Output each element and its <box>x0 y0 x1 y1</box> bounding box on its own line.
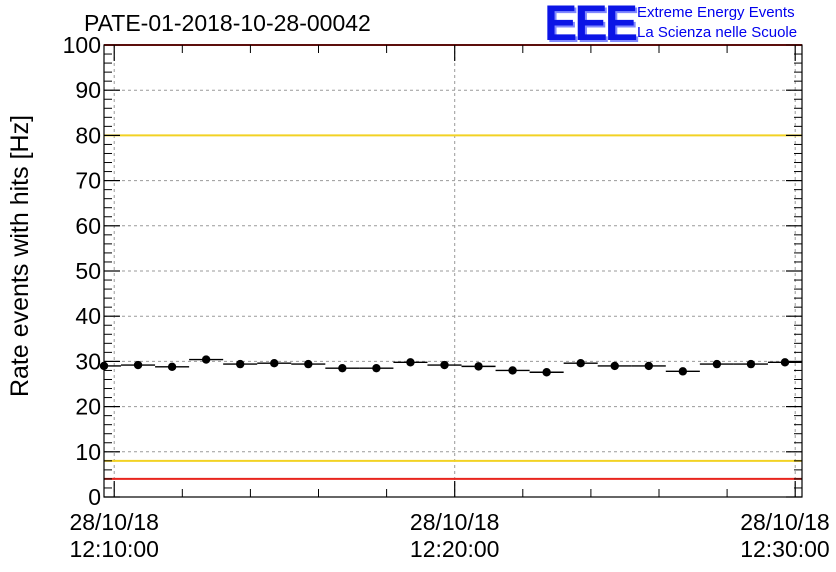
y-tick-label: 70 <box>75 168 101 194</box>
data-point <box>508 366 517 375</box>
y-axis-label: Rate events with hits [Hz] <box>6 115 34 397</box>
data-point <box>576 359 585 368</box>
data-point <box>304 359 313 369</box>
data-point <box>372 363 381 373</box>
y-tick-label: 90 <box>75 77 101 103</box>
data-point <box>270 359 279 368</box>
x-tick-date: 28/10/18 <box>740 509 830 535</box>
y-tick-label: 0 <box>88 484 101 510</box>
y-tick-label: 80 <box>75 122 101 148</box>
data-point <box>644 361 653 371</box>
y-tick-label: 60 <box>75 213 101 239</box>
eee-logo: EEE <box>544 0 638 51</box>
y-tick-label: 40 <box>75 303 101 329</box>
y-tick-label: 100 <box>63 32 101 58</box>
x-tick-time: 12:30:00 <box>740 536 830 562</box>
x-tick-date: 28/10/18 <box>410 509 500 535</box>
data-point <box>440 360 449 370</box>
y-tick-label: 50 <box>75 258 101 284</box>
data-point <box>235 359 245 369</box>
data-point <box>201 355 211 364</box>
data-point <box>338 363 347 373</box>
logo-text-line-1: Extreme Energy Events <box>637 4 795 21</box>
data-point <box>746 359 756 369</box>
chart-grid <box>104 45 802 497</box>
y-tick-label: 30 <box>75 348 101 374</box>
data-series <box>99 355 802 377</box>
y-tick-label: 20 <box>75 394 101 420</box>
axes: 010203040506070809010028/10/1812:10:0028… <box>63 32 830 562</box>
data-point <box>610 361 619 371</box>
data-point <box>474 362 483 371</box>
x-tick-time: 12:20:00 <box>410 536 500 562</box>
data-point <box>406 358 415 367</box>
data-point <box>542 368 551 377</box>
reference-lines <box>104 44 802 480</box>
chart-title: PATE-01-2018-10-28-00042 <box>84 10 371 36</box>
logo-text-line-2: La Scienza nelle Scuole <box>637 24 798 41</box>
data-point <box>712 359 722 369</box>
x-tick-time: 12:10:00 <box>69 536 159 562</box>
data-point <box>678 367 688 376</box>
data-point <box>780 358 790 367</box>
x-tick-date: 28/10/18 <box>69 509 159 535</box>
y-tick-label: 10 <box>75 439 101 465</box>
data-point <box>133 360 143 370</box>
data-point <box>167 362 177 372</box>
